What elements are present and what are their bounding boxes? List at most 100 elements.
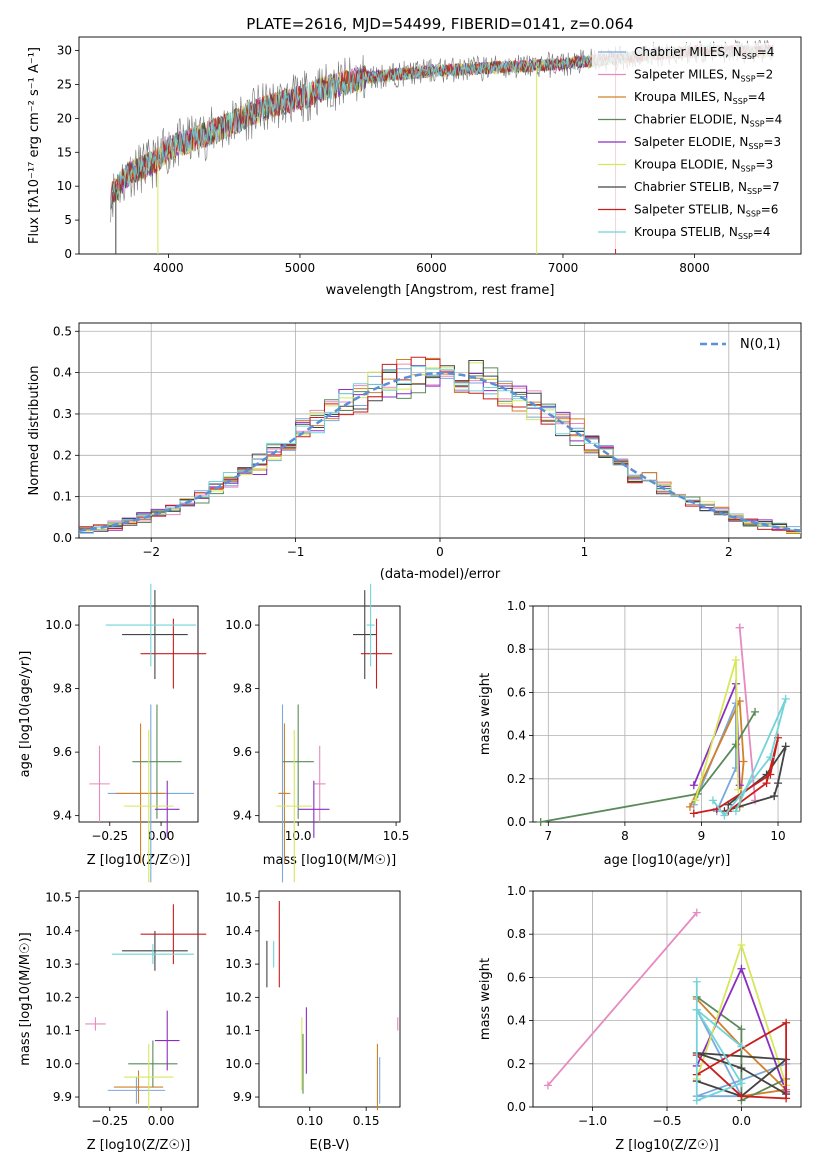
y-tick-label: 5	[64, 213, 72, 227]
y-tick-label: 10.2	[225, 990, 252, 1004]
x-tick-label: 0.00	[148, 829, 175, 843]
y-tick-label: 0.4	[507, 729, 526, 743]
legend-entry: Chabrier STELIB, NSSP=7	[634, 180, 780, 196]
mass-weight-point	[692, 1096, 701, 1105]
legend-background	[592, 43, 792, 249]
y-tick-label: 9.9	[53, 1090, 72, 1104]
y-tick-label: 25	[57, 77, 72, 91]
mass-weight-point	[766, 753, 775, 762]
mass-weight-point	[708, 796, 717, 805]
x-tick-label: −0.25	[91, 1114, 128, 1128]
plot-frame	[258, 605, 401, 823]
mass-weight-point	[737, 964, 746, 973]
mass-weight-point	[692, 1005, 701, 1014]
y-tick-label: 0	[64, 247, 72, 261]
mass-weight-point	[782, 1018, 791, 1027]
mass-weight-line	[547, 912, 698, 1086]
mass-weight-vs-age-panel: 7 8 9 10 0.0 0.2 0.4 0.6 0.8 1.0 age [log10(age/yr…	[478, 599, 802, 868]
y-tick-label: 10	[57, 179, 72, 193]
mass-vs-ebv-panel: 0.10 0.15 9.9 10.0 10.1 10.2 10.3 10.4 10.5 E(B-V…	[225, 890, 401, 1153]
mass-weight-point	[762, 779, 771, 788]
mass-weight-point	[766, 770, 775, 779]
y-tick-label: 10.4	[45, 924, 72, 938]
x-tick-label: 0	[436, 545, 444, 559]
mass-weight-point	[770, 792, 779, 801]
y-tick-label: 0.0	[53, 531, 72, 545]
x-tick-label: −1	[287, 545, 305, 559]
legend-entry: Chabrier MILES, NSSP=4	[634, 45, 774, 61]
y-tick-label: 9.8	[233, 682, 252, 696]
mass-weight-point	[734, 785, 743, 794]
mass-weight-line	[696, 998, 789, 1098]
mass-weight-line	[540, 711, 756, 823]
histogram-series	[79, 365, 801, 534]
y-tick-label: 10.3	[45, 957, 72, 971]
y-tick-label: 10.1	[45, 1024, 72, 1038]
y-tick-label: 15	[57, 145, 72, 159]
y-tick-label: 9.6	[53, 745, 72, 759]
x-axis-label: mass [log10(M/M☉)]	[263, 853, 396, 868]
y-tick-label: 0.1	[53, 490, 72, 504]
x-tick-label: 0.00	[148, 1114, 175, 1128]
y-tick-label: 9.4	[233, 809, 252, 823]
y-tick-label: 10.0	[45, 1057, 72, 1071]
x-tick-label: 10.5	[383, 829, 410, 843]
y-tick-label: 9.6	[233, 745, 252, 759]
mass-weight-point	[692, 908, 701, 917]
plot-frame	[78, 36, 802, 255]
x-tick-label: 0.15	[353, 1114, 380, 1128]
y-tick-label: 0.0	[507, 1100, 526, 1114]
y-axis-label: mass [log10(M/M☉)]	[18, 932, 33, 1065]
plot-frame	[532, 605, 802, 823]
y-tick-label: 9.9	[233, 1090, 252, 1104]
x-tick-label: 8000	[679, 261, 710, 275]
mass-weight-line	[696, 1052, 789, 1098]
y-tick-label: 9.8	[53, 682, 72, 696]
mass-weight-point	[737, 1064, 746, 1073]
mass-weight-point	[689, 809, 698, 818]
x-tick-label: 4000	[153, 261, 184, 275]
mass-weight-point	[689, 781, 698, 790]
legend-entry: N(0,1)	[740, 337, 781, 352]
mass-weight-line	[689, 700, 745, 808]
legend-entry: Chabrier ELODIE, NSSP=4	[634, 113, 782, 129]
y-tick-label: 10.3	[225, 957, 252, 971]
y-axis-label: Normed distribution	[27, 366, 42, 496]
mass-weight-point	[543, 1081, 552, 1090]
y-tick-label: 20	[57, 111, 72, 125]
mass-weight-point	[739, 757, 748, 766]
x-tick-label: 8	[621, 829, 629, 843]
mass-weight-point	[691, 796, 700, 805]
mass-weight-point	[737, 941, 746, 949]
plot-frame	[78, 605, 199, 823]
legend-entry: Kroupa MILES, NSSP=4	[634, 90, 765, 106]
mass-weight-point	[731, 807, 740, 816]
x-tick-label: 0.10	[296, 1114, 323, 1128]
mass-vs-metallicity-panel: −0.25 0.00 9.9 10.0 10.1 10.2 10.3 10.4 10.5 Z [l…	[18, 890, 207, 1153]
y-axis-label: Flux [fλ10⁻¹⁷ erg cm⁻² s⁻¹ A⁻¹]	[27, 47, 42, 244]
x-tick-label: 5000	[285, 261, 316, 275]
mass-weight-point	[781, 742, 790, 751]
y-axis-label: mass weight	[478, 958, 493, 1040]
x-axis-label: E(B-V)	[309, 1138, 349, 1153]
mass-weight-point	[735, 623, 744, 632]
x-tick-label: −0.5	[652, 1114, 681, 1128]
mass-weight-point	[774, 779, 783, 788]
mass-weight-point	[751, 707, 760, 716]
x-tick-label: 2	[725, 545, 733, 559]
y-axis-label: age [log10(age/yr)]	[18, 651, 33, 778]
age-vs-mass-panel: 10.0 10.5 9.4 9.6 9.8 10.0 mass [log10(M/M☉)]	[225, 583, 410, 883]
y-tick-label: 10.0	[225, 618, 252, 632]
legend-entry: Salpeter STELIB, NSSP=6	[634, 203, 778, 219]
y-axis-label: mass weight	[478, 673, 493, 755]
x-tick-label: −2	[142, 545, 160, 559]
x-tick-label: 10.0	[285, 829, 312, 843]
mass-weight-point	[782, 1094, 791, 1103]
x-axis-label: Z [log10(Z/Z☉)]	[87, 853, 191, 868]
mass-weight-line	[693, 737, 779, 815]
x-axis-label: (data-model)/error	[380, 567, 501, 582]
mass-weight-point	[720, 811, 729, 820]
normal-curve	[78, 371, 802, 533]
y-tick-label: 10.5	[45, 891, 72, 905]
